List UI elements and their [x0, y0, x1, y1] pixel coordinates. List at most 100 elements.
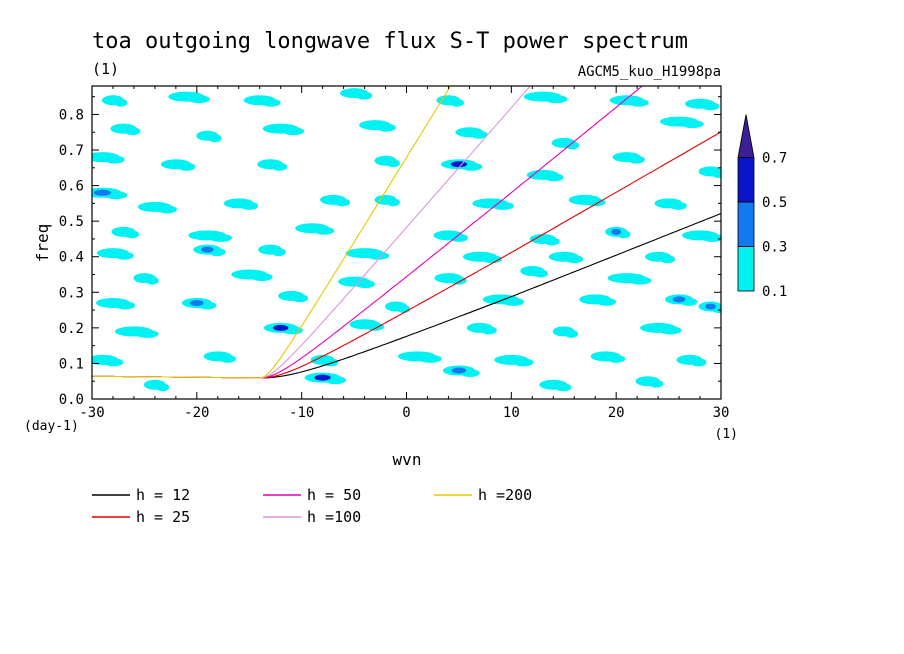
field-patch-lobe — [680, 120, 704, 129]
field-patch-lobe — [334, 198, 351, 207]
field-patch-lobe — [565, 255, 584, 264]
legend-label-h200: h =200 — [478, 486, 532, 504]
field-patch-lobe — [261, 98, 281, 107]
x-unit-label: (1) — [715, 427, 738, 442]
field-patch-lobe — [376, 123, 396, 132]
colorbar: 0.1 0.3 0.5 0.7 — [737, 114, 787, 300]
legend: h = 12 h = 25 h = 50 h =100 h =200 — [92, 486, 532, 526]
field-patch-lobe — [513, 358, 534, 367]
field-patch-lobe — [648, 379, 664, 388]
field-patch-lobe — [397, 305, 411, 314]
field-patch-lobe — [701, 102, 720, 111]
field-patch-lobe — [135, 329, 159, 338]
field-patch-lobe — [544, 173, 564, 182]
field-patch-lobe — [104, 358, 124, 367]
field-patch-lobe — [124, 127, 141, 136]
x-tick-label: 20 — [608, 405, 625, 421]
y-unit-label: (day-1) — [24, 419, 79, 434]
field-patch-lobe — [156, 205, 177, 214]
field-patch-lobe — [208, 134, 222, 143]
field-patch-lobe — [502, 297, 525, 306]
field-patch-lobe — [313, 226, 335, 235]
y-tick-label: 0.1 — [59, 356, 84, 372]
field-patch-lobe — [366, 322, 385, 331]
field-patch-lobe — [386, 198, 400, 207]
plot-background — [92, 86, 721, 399]
colorbar-label: 0.5 — [762, 195, 787, 211]
field-patch-lobe — [564, 141, 580, 150]
x-tick-label: -10 — [289, 405, 314, 421]
colorbar-segment — [737, 157, 755, 203]
chart-title: toa outgoing longwave flux S-T power spe… — [92, 29, 688, 54]
field-patch-lobe — [628, 98, 649, 107]
field-patch-lobe — [219, 354, 237, 363]
field-patch-lobe — [564, 329, 579, 338]
field-patch-lobe — [418, 354, 442, 363]
field-patch-peak — [318, 375, 327, 380]
x-tick-label: 30 — [713, 405, 730, 421]
field-patch-lobe — [271, 248, 286, 257]
field-patch-lobe — [209, 233, 233, 242]
field-patch-lobe — [104, 155, 125, 164]
y-axis: 0.0 0.1 0.2 0.3 0.4 0.5 0.6 0.7 0.8 — [59, 96, 721, 408]
field-patch-lobe — [145, 276, 159, 285]
field-patch-lobe — [366, 251, 390, 260]
field-patch-core — [705, 303, 716, 310]
colorbar-arrow — [737, 114, 755, 158]
field-patch-lobe — [470, 130, 488, 139]
field-patch-lobe — [271, 162, 288, 171]
field-patch-lobe — [355, 91, 373, 100]
legend-label-h100: h =100 — [307, 508, 361, 526]
field-patch-core — [93, 189, 112, 196]
y-axis-label: freq — [33, 224, 52, 263]
field-patch-lobe — [659, 326, 682, 335]
field-patch-lobe — [669, 201, 687, 210]
field-patch-lobe — [188, 95, 210, 104]
field-patch-lobe — [156, 383, 170, 392]
x-tick-label: -20 — [184, 405, 209, 421]
field-patch-lobe — [628, 155, 645, 164]
field-patch-lobe — [449, 98, 465, 107]
field-patch-lobe — [240, 201, 259, 210]
power-spectrum-field — [92, 88, 721, 392]
colorbar-segment — [737, 246, 755, 292]
legend-label-h25: h = 25 — [136, 508, 190, 526]
x-axis-label: wvn — [393, 450, 422, 469]
field-patch-lobe — [292, 294, 309, 303]
field-patch-lobe — [607, 354, 626, 363]
field-patch-lobe — [711, 169, 721, 178]
colorbar-label: 0.7 — [762, 151, 787, 167]
colorbar-label: 0.3 — [762, 240, 787, 256]
y-tick-label: 0.8 — [59, 107, 84, 123]
field-patch-lobe — [544, 237, 560, 246]
legend-label-h50: h = 50 — [307, 486, 361, 504]
field-patch-lobe — [628, 276, 652, 285]
field-patch-lobe — [114, 301, 136, 310]
colorbar-label: 0.1 — [762, 284, 787, 300]
field-patch-lobe — [554, 383, 572, 392]
field-patch-core — [611, 228, 622, 235]
field-patch-core — [672, 296, 686, 303]
field-patch-core — [190, 299, 204, 306]
field-patch-lobe — [449, 233, 468, 242]
y-tick-label: 0.4 — [59, 250, 84, 266]
x-tick-label: 0 — [402, 405, 410, 421]
field-patch-lobe — [386, 159, 400, 168]
units-label: (1) — [92, 60, 119, 78]
field-patch-lobe — [449, 276, 467, 285]
field-patch-lobe — [544, 95, 568, 104]
field-patch-lobe — [114, 251, 134, 260]
field-patch-lobe — [481, 326, 497, 335]
field-patch-lobe — [533, 269, 548, 278]
field-patch-lobe — [355, 280, 375, 289]
x-axis: -30 -20 -10 0 10 20 30 — [79, 86, 729, 421]
run-label: AGCM5_kuo_H1998pa — [578, 64, 721, 80]
field-patch-lobe — [282, 127, 305, 136]
field-patch-lobe — [251, 273, 273, 282]
dispersion-curves — [92, 86, 721, 379]
y-tick-label: 0.5 — [59, 214, 84, 230]
field-patch-core — [201, 246, 214, 253]
y-tick-label: 0.6 — [59, 179, 84, 195]
field-patch-core — [451, 367, 467, 374]
